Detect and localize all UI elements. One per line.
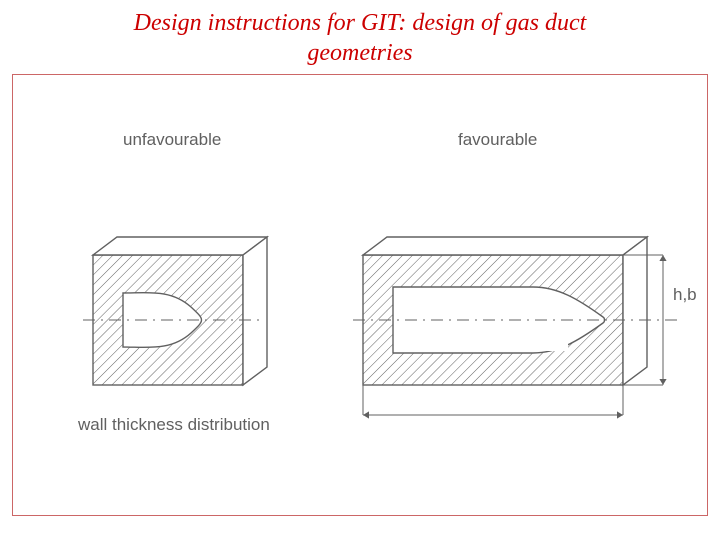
unfavourable-diagram (83, 225, 283, 415)
label-wall-thickness: wall thickness distribution (78, 415, 270, 435)
label-favourable: favourable (458, 130, 537, 150)
page-title: Design instructions for GIT: design of g… (0, 0, 720, 68)
title-line-2: geometries (307, 40, 412, 66)
title-line-1: Design instructions for GIT: design of g… (134, 10, 587, 36)
figure-frame: unfavourable favourable wall thickness d… (12, 74, 708, 516)
label-unfavourable: unfavourable (123, 130, 221, 150)
favourable-diagram (353, 225, 693, 435)
